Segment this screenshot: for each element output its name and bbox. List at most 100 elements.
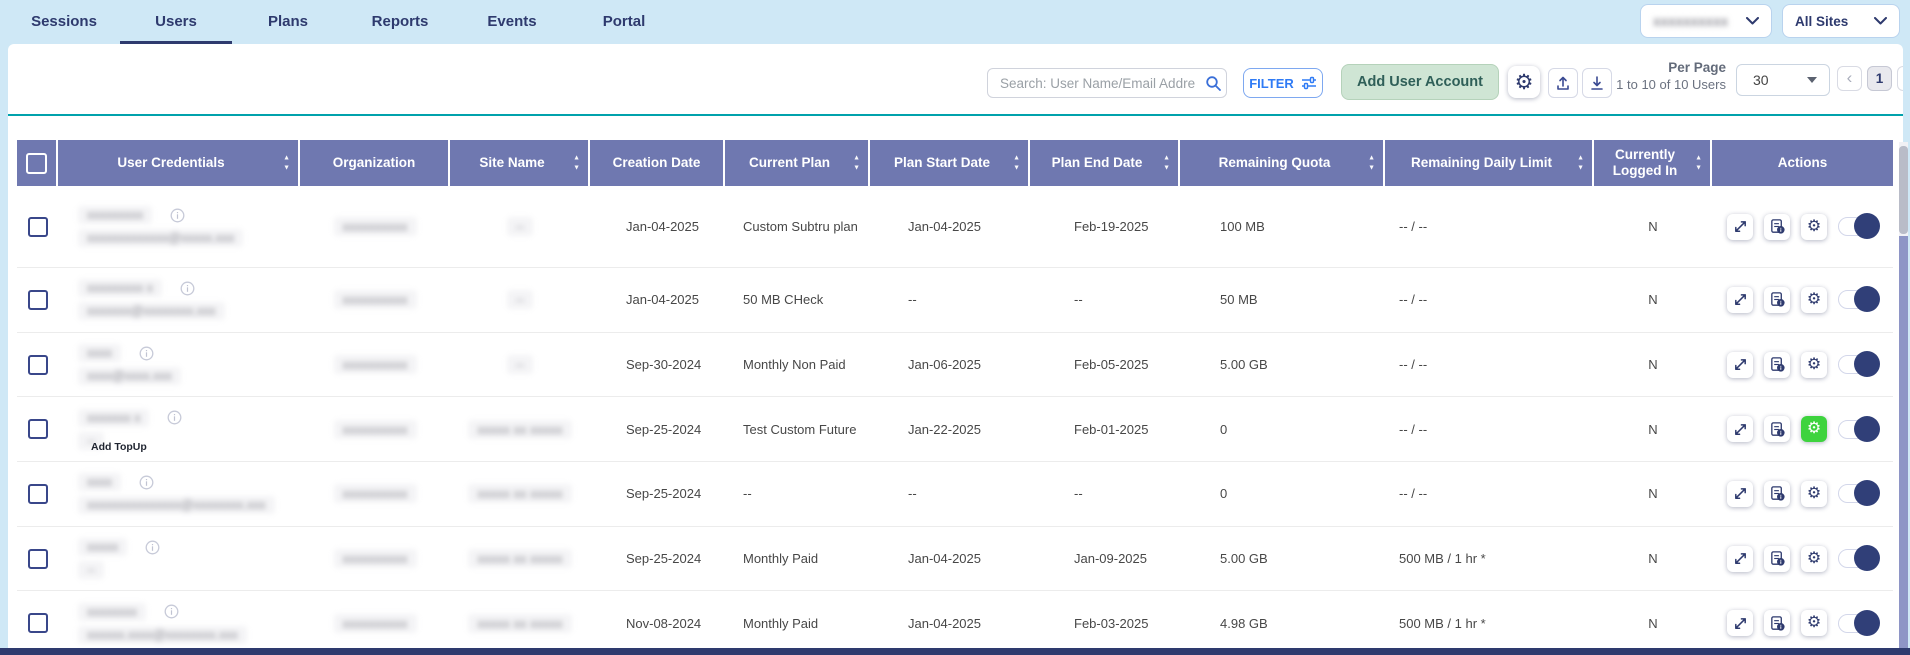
column-label: Organization [332,155,416,171]
sort-desc-icon[interactable]: ▼ [1577,164,1584,172]
user-settings-button[interactable]: ⚙ [1801,480,1827,507]
info-circle-icon[interactable] [180,281,195,296]
tab-reports[interactable]: Reports [371,13,429,30]
expand-user-button[interactable] [1727,286,1753,313]
column-header-plan-start-date[interactable]: Plan Start Date ▲ ▼ [870,140,1030,186]
row-checkbox[interactable] [27,289,48,310]
remaining-quota-cell: 100 MB [1220,219,1265,234]
enable-toggle[interactable] [1838,480,1880,507]
sort-desc-icon[interactable]: ▼ [1013,164,1020,172]
prev-page-button[interactable]: ‹ [1837,66,1862,91]
select-all-checkbox[interactable] [26,152,47,174]
info-circle-icon[interactable] [139,346,154,361]
sort-asc-icon[interactable]: ▲ [1013,154,1020,162]
filter-button[interactable]: FILTER [1243,68,1323,98]
enable-toggle[interactable] [1838,213,1880,239]
row-checkbox[interactable] [27,483,48,504]
per-page-select[interactable]: 30 [1736,64,1830,96]
sort-desc-icon[interactable]: ▼ [1695,164,1702,172]
expand-user-button[interactable] [1727,610,1753,637]
magnifier-icon[interactable] [1200,75,1226,92]
tab-sessions[interactable]: Sessions [31,13,97,30]
organization-text: xxxxxxxxxx [333,217,417,236]
sort-asc-icon[interactable]: ▲ [1368,154,1375,162]
sort-desc-icon[interactable]: ▼ [573,164,580,172]
info-circle-icon[interactable] [145,540,160,555]
row-checkbox[interactable] [27,216,48,237]
user-settings-button[interactable]: ⚙ [1801,545,1827,572]
user-info-card-button[interactable] [1764,480,1790,507]
page-1-button[interactable]: 1 [1867,66,1892,91]
download-button[interactable] [1582,68,1612,98]
user-credentials-cell: xxxxxxxxx x xxxxxxx@xxxxxxxx.xxx [58,279,300,321]
column-header-currently-logged-in[interactable]: Currently Logged In ▲ ▼ [1594,140,1712,186]
info-circle-icon[interactable] [139,475,154,490]
upload-button[interactable] [1548,68,1578,98]
user-info-card-button[interactable] [1764,545,1790,572]
column-header-plan-end-date[interactable]: Plan End Date ▲ ▼ [1030,140,1180,186]
settings-gear-button[interactable]: ⚙ [1508,66,1540,98]
table-row: xxxxxxxxx x xxxxxxx@xxxxxxxx.xxx xxxxxxxxx… [17,268,1893,333]
user-info-card-button[interactable] [1764,286,1790,313]
expand-user-button[interactable] [1727,351,1753,378]
sort-desc-icon[interactable]: ▼ [853,164,860,172]
expand-user-button[interactable] [1727,213,1753,240]
enable-toggle[interactable] [1838,545,1880,572]
sort-asc-icon[interactable]: ▲ [1577,154,1584,162]
user-info-card-button[interactable] [1764,213,1790,240]
user-info-card-button[interactable] [1764,351,1790,378]
table-scrollbar[interactable] [1899,236,1908,648]
next-page-button[interactable]: › [1897,66,1903,91]
tab-portal[interactable]: Portal [602,13,646,30]
row-checkbox[interactable] [27,548,48,569]
user-settings-button[interactable]: ⚙ [1801,286,1827,313]
sliders-icon [1301,76,1317,90]
sort-asc-icon[interactable]: ▲ [1695,154,1702,162]
info-circle-icon[interactable] [164,604,179,619]
user-settings-button[interactable]: ⚙ [1801,416,1827,443]
info-circle-icon[interactable] [170,208,185,223]
plan-end-date-cell: Jan-09-2025 [1074,551,1147,567]
row-checkbox[interactable] [27,613,48,634]
enable-toggle[interactable] [1838,351,1880,378]
page-number: 1 [1875,71,1884,86]
enable-toggle[interactable] [1838,286,1880,313]
account-select[interactable]: xxxxxxxxxx [1640,4,1772,38]
column-header-current-plan[interactable]: Current Plan ▲ ▼ [725,140,870,186]
column-header-remaining-quota[interactable]: Remaining Quota ▲ ▼ [1180,140,1385,186]
column-header-remaining-daily-limit[interactable]: Remaining Daily Limit ▲ ▼ [1385,140,1594,186]
column-header-site-name[interactable]: Site Name ▲ ▼ [450,140,590,186]
sort-asc-icon[interactable]: ▲ [1163,154,1170,162]
row-checkbox[interactable] [27,354,48,375]
user-settings-button[interactable]: ⚙ [1801,610,1827,637]
scrollbar-thumb[interactable] [1899,146,1908,234]
user-settings-button[interactable]: ⚙ [1801,351,1827,378]
sort-desc-icon[interactable]: ▼ [283,164,290,172]
column-header-user-credentials[interactable]: User Credentials ▲ ▼ [58,140,300,186]
tab-users[interactable]: Users [120,0,232,44]
tab-plans[interactable]: Plans [267,13,309,30]
sort-desc-icon[interactable]: ▼ [1163,164,1170,172]
sort-desc-icon[interactable]: ▼ [1368,164,1375,172]
enable-toggle[interactable] [1838,609,1880,636]
row-checkbox[interactable] [27,419,48,440]
header-checkbox-cell [17,140,58,186]
tab-events[interactable]: Events [487,13,537,30]
sort-asc-icon[interactable]: ▲ [283,154,290,162]
info-circle-icon[interactable] [167,410,182,425]
actions-cell: ⚙ [1712,480,1893,507]
currently-logged-in-cell: N [1648,357,1658,373]
sort-asc-icon[interactable]: ▲ [853,154,860,162]
add-user-account-button[interactable]: Add User Account [1341,64,1499,100]
expand-user-button[interactable] [1727,480,1753,507]
expand-user-button[interactable] [1727,416,1753,443]
expand-user-button[interactable] [1727,545,1753,572]
enable-toggle[interactable] [1838,415,1880,442]
user-info-card-button[interactable] [1764,416,1790,443]
user-info-card-button[interactable] [1764,610,1790,637]
search-input[interactable] [998,74,1200,92]
sort-asc-icon[interactable]: ▲ [573,154,580,162]
user-settings-button[interactable]: ⚙ [1801,213,1827,240]
user-email: xxxx@xxxx.xxx [78,367,181,386]
site-select[interactable]: All Sites [1782,4,1900,38]
